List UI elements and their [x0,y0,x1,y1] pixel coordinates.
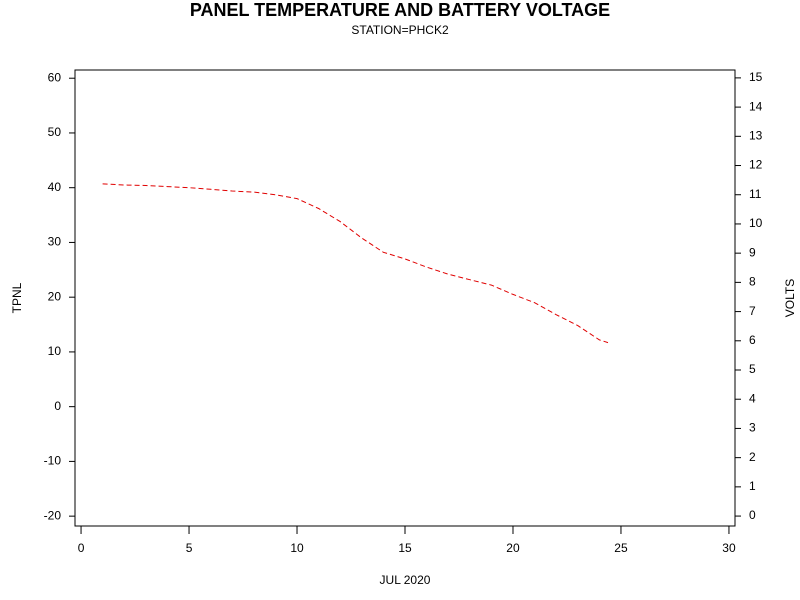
y-tick-label: 30 [48,235,62,249]
x-tick-label: 20 [506,541,520,555]
y-tick-label: 0 [54,399,61,413]
x-tick-label: 15 [398,541,412,555]
x-tick-label: 25 [614,541,628,555]
y2-tick-label: 7 [749,304,756,318]
y2-tick-label: 14 [749,99,763,113]
y2-tick-label: 12 [749,158,763,172]
x-tick-label: 0 [78,541,85,555]
y-tick-label: 60 [48,70,62,84]
y2-tick-label: 0 [749,508,756,522]
x-tick-label: 5 [186,541,193,555]
plot-frame [74,69,736,527]
y-tick-label: -20 [44,508,62,522]
y-axis-label: TPNL [10,282,24,313]
chart-title: PANEL TEMPERATURE AND BATTERY VOLTAGE [190,0,610,20]
y2-tick-label: 4 [749,391,756,405]
y2-tick-label: 8 [749,275,756,289]
y2-tick-label: 11 [749,187,762,201]
x-tick-label: 10 [290,541,304,555]
y2-tick-label: 10 [749,216,763,230]
chart-subtitle: STATION=PHCK2 [351,23,449,37]
y2-tick-label: 3 [749,421,756,435]
y2-tick-label: 5 [749,362,756,376]
y-tick-label: 20 [48,289,62,303]
y2-axis-label: VOLTS [783,279,797,317]
y2-tick-label: 6 [749,333,756,347]
data-line [102,183,609,344]
y2-tick-label: 9 [749,245,756,259]
y-tick-label: 40 [48,180,62,194]
x-axis-label: JUL 2020 [380,573,431,587]
y-tick-label: -10 [44,454,62,468]
y-tick-label: 10 [48,344,62,358]
y2-tick-label: 15 [749,70,763,84]
y2-tick-label: 2 [749,450,756,464]
y2-tick-label: 13 [749,128,763,142]
y2-tick-label: 1 [749,479,756,493]
x-tick-label: 30 [722,541,736,555]
y-tick-label: 50 [48,125,62,139]
